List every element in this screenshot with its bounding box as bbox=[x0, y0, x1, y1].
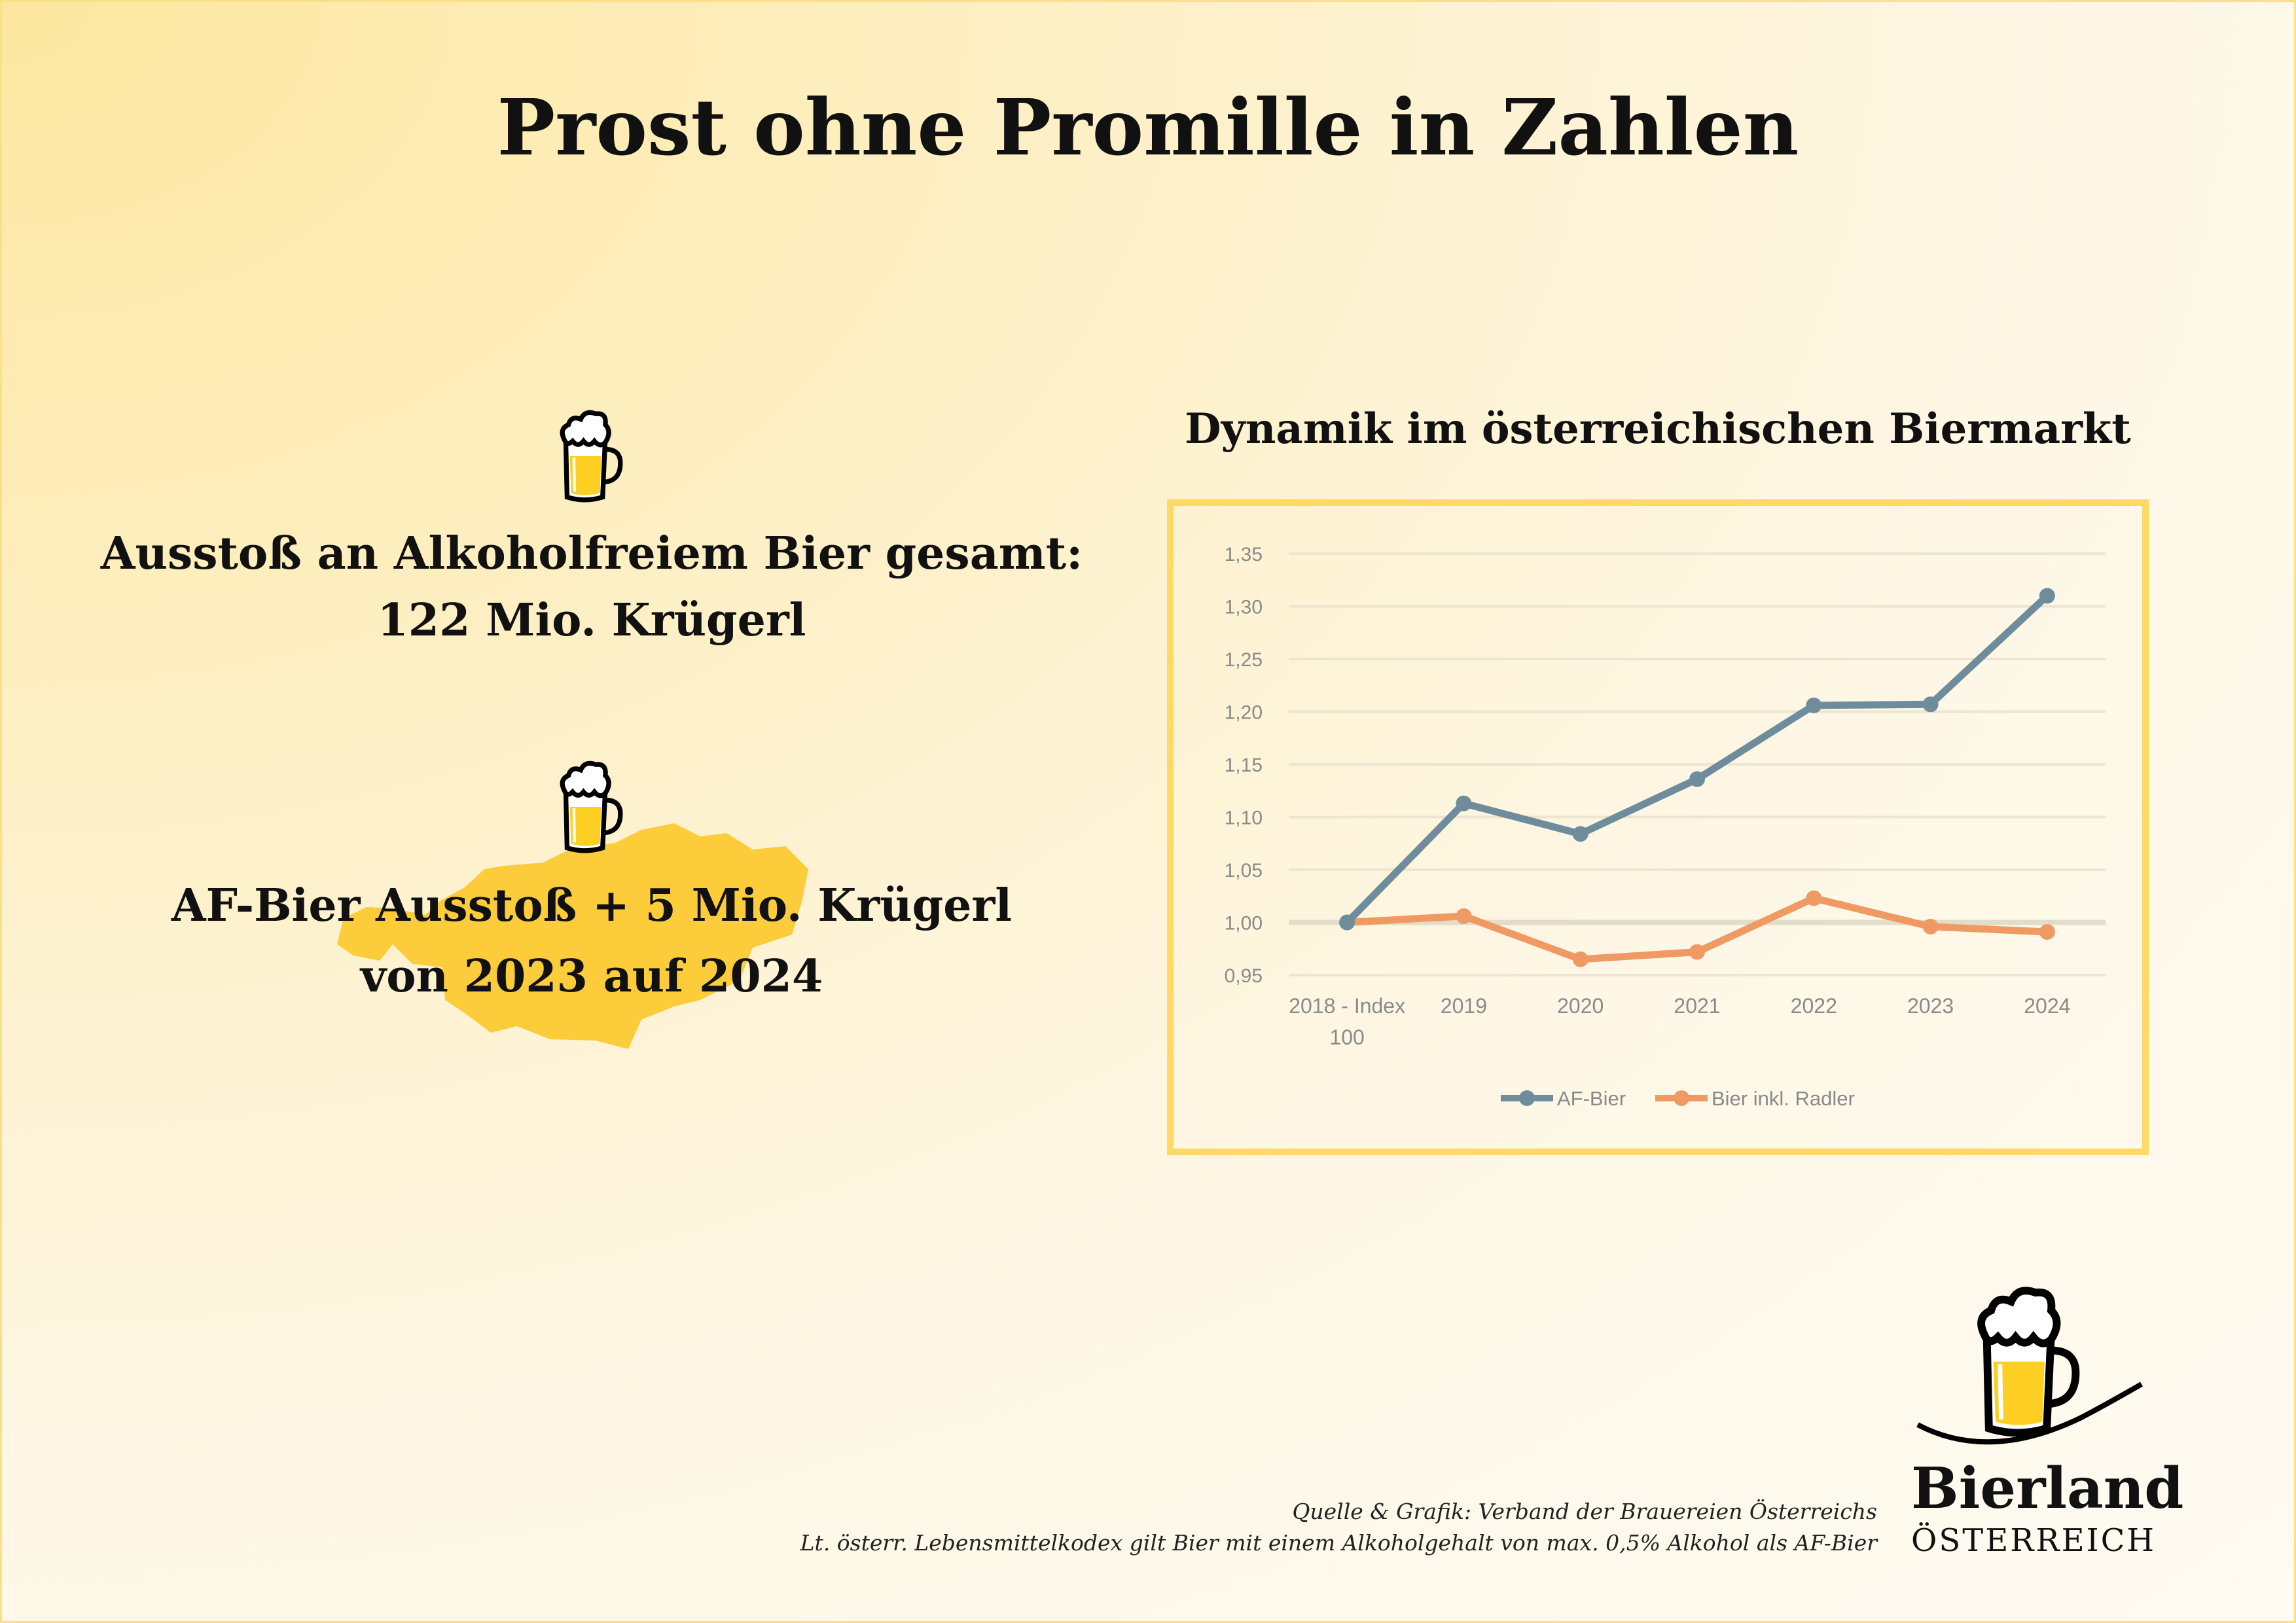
data-point bbox=[1689, 771, 1705, 787]
data-point bbox=[2039, 588, 2055, 604]
x-tick-label: 100 bbox=[1329, 1026, 1364, 1049]
y-tick-label: 1,00 bbox=[1225, 913, 1263, 935]
x-tick-label: 2020 bbox=[1557, 994, 1604, 1018]
y-tick-label: 1,20 bbox=[1225, 702, 1263, 724]
x-tick-label: 2022 bbox=[1791, 994, 1837, 1018]
logo-subtitle: ÖSTERREICH bbox=[1911, 1522, 2157, 1559]
data-point bbox=[2039, 923, 2055, 940]
af-growth-period: von 2023 auf 2024 bbox=[360, 950, 823, 1003]
page-title: Prost ohne Promille in Zahlen bbox=[497, 82, 1799, 173]
af-growth-stat: AF-Bier Ausstoß + 5 Mio. Krügerl von 202… bbox=[68, 870, 1115, 1012]
data-point bbox=[1922, 696, 1939, 713]
y-tick-label: 1,25 bbox=[1225, 649, 1263, 671]
data-point bbox=[1572, 826, 1588, 842]
y-tick-label: 1,30 bbox=[1225, 597, 1263, 618]
bierland-logo-icon bbox=[1916, 1286, 2143, 1445]
data-point bbox=[1572, 951, 1588, 967]
y-tick-label: 1,35 bbox=[1225, 544, 1263, 565]
data-point bbox=[1339, 914, 1355, 931]
series-line-af-bier bbox=[1344, 593, 2050, 925]
beer-mug-icon bbox=[555, 760, 628, 853]
af-growth-label: AF-Bier Ausstoß + 5 Mio. Krügerl bbox=[171, 880, 1013, 932]
legend-label: Bier inkl. Radler bbox=[1712, 1087, 1855, 1110]
definition-note: Lt. österr. Lebensmittelkodex gilt Bier … bbox=[800, 1530, 1877, 1556]
y-tick-label: 1,15 bbox=[1225, 755, 1263, 776]
total-output-stat: Ausstoß an Alkoholfreiem Bier gesamt: 12… bbox=[68, 520, 1115, 654]
data-point bbox=[1456, 908, 1472, 924]
legend-marker bbox=[1674, 1090, 1689, 1106]
y-tick-label: 0,95 bbox=[1225, 965, 1263, 987]
logo-wordmark: Bierland bbox=[1911, 1455, 2184, 1522]
data-point bbox=[1806, 890, 1822, 906]
x-tick-label: 2024 bbox=[2024, 994, 2070, 1018]
x-tick-label: 2023 bbox=[1907, 994, 1954, 1018]
line-chart: 0,95 1,00 1,05 1,10 1,15 1,20 1,25 1,30 1,35 2018… bbox=[1225, 544, 2106, 1110]
y-tick-label: 1,10 bbox=[1225, 808, 1263, 829]
source-note: Quelle & Grafik: Verband der Brauereien … bbox=[1292, 1499, 1877, 1524]
x-tick-label: 2019 bbox=[1441, 994, 1487, 1018]
data-point bbox=[1689, 944, 1705, 960]
beer-mug-icon bbox=[555, 410, 628, 503]
chart-frame bbox=[1167, 499, 2149, 1155]
y-tick-label: 1,05 bbox=[1225, 860, 1263, 882]
x-tick-label: 2021 bbox=[1674, 994, 1720, 1018]
data-point bbox=[1456, 795, 1472, 812]
chart-title: Dynamik im österreichischen Biermarkt bbox=[1185, 404, 2131, 454]
x-tick-label: 2018 - Index bbox=[1289, 994, 1405, 1018]
total-output-value: 122 Mio. Krügerl bbox=[377, 594, 806, 647]
legend-marker bbox=[1519, 1090, 1535, 1106]
austria-map-icon bbox=[337, 823, 808, 1049]
legend-label: AF-Bier bbox=[1557, 1087, 1626, 1110]
data-point bbox=[1806, 697, 1822, 713]
total-output-label: Ausstoß an Alkoholfreiem Bier gesamt: bbox=[100, 527, 1083, 580]
data-point bbox=[1922, 918, 1939, 935]
